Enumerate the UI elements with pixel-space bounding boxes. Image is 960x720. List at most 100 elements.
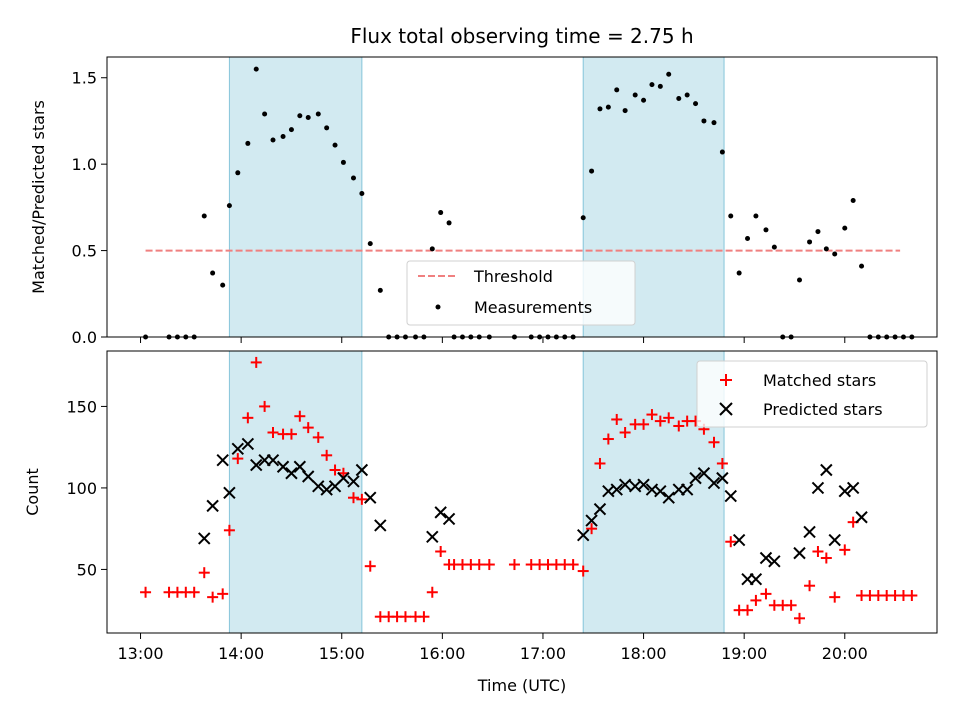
measurement-point [719,149,725,155]
measurement-point [262,111,268,117]
predicted-star-point [241,437,255,451]
matched-star-point [611,413,623,425]
y-tick-label: 100 [66,479,97,498]
observing-window-shade [228,56,363,338]
measurement-point [807,239,813,245]
matched-star-point [906,590,918,602]
predicted-star-point [434,506,447,519]
matched-star-point [663,412,675,424]
predicted-star-point [662,491,675,504]
predicted-star-point [302,470,315,483]
matched-star-point [829,591,841,603]
matched-star-point [426,586,438,598]
predicted-star-point [320,483,333,496]
matched-star-point [567,559,579,571]
measurement-point [297,113,303,119]
measurement-point [280,134,286,140]
matched-star-point [602,433,614,445]
predicted-star-point [637,478,650,491]
predicted-star-point [442,512,456,526]
predicted-star-point [846,481,860,495]
predicted-star-point [276,460,290,473]
predicted-star-point [793,546,806,560]
measurement-point [753,213,759,219]
matched-star-point [646,409,658,421]
predicted-star-point [198,532,211,545]
matched-star-point [820,552,832,564]
measurement-point [429,246,435,252]
measurement-point [377,287,383,293]
y-tick-label: 1.0 [72,155,97,174]
matched-star-point [321,449,333,461]
measurement-point [253,66,259,72]
measurement-point [446,220,452,226]
measurement-point [666,71,672,77]
top-legend: Threshold Measurements [406,260,636,326]
predicted-star-point [374,519,387,532]
measurement-point [736,270,742,276]
matched-star-point [217,588,229,600]
predicted-star-point [426,530,439,544]
bottom-x-ticks: 13:00 14:00 15:00 16:00 17:00 18:00 19:00 20:00 [117,633,868,663]
measurement-point [324,125,330,131]
predicted-star-point [707,476,721,490]
measurement-point [305,114,311,120]
matched-star-point [198,567,210,579]
matched-star-point [418,611,430,623]
matched-star-point [586,523,598,535]
measurement-point [701,118,707,124]
measurement-point [632,92,638,98]
predicted-star-point [610,483,623,496]
measurement-point [605,104,611,110]
matched-star-point [312,431,324,443]
measurement-point [832,251,838,257]
matched-star-point [725,536,737,548]
measurement-point [597,106,603,112]
matched-star-point [594,457,606,469]
matched-star-point [508,559,520,571]
matched-star-point [242,412,254,424]
matched-star-point [232,453,244,465]
matched-star-point [329,464,341,476]
predicted-legend-label: Predicted stars [763,400,883,419]
matched-star-point [673,420,685,432]
matched-star-point [140,586,152,598]
matched-star-point [207,591,219,603]
predicted-star-point [680,483,694,496]
matched-star-point [294,410,306,422]
measurements-legend-swatch [435,304,441,310]
predicted-star-point [697,467,711,480]
matched-star-point [785,599,797,611]
matched-star-point [619,427,631,439]
predicted-star-point [828,533,841,547]
matched-star-point [794,612,806,624]
matched-star-point [302,422,314,434]
predicted-star-point [266,454,280,467]
x-tick-label: 18:00 [621,644,667,663]
measurement-point [649,82,655,88]
matched-star-point [577,565,589,577]
measurement-point [340,159,346,165]
measurement-point [657,83,663,89]
predicted-star-point [689,471,702,485]
predicted-star-point [838,484,851,498]
measurement-point [684,92,690,98]
threshold-legend-label: Threshold [473,267,553,286]
predicted-legend-swatch [719,402,733,416]
y-tick-label: 50 [77,560,97,579]
matched-star-point [839,544,851,556]
measurement-point [201,213,207,219]
predicted-star-point [654,484,667,498]
measurement-point [245,140,251,146]
measurement-point [288,127,294,133]
predicted-star-point [803,525,816,539]
predicted-star-point [716,471,729,485]
matched-star-point [250,356,262,368]
top-y-axis-label: Matched/Predicted stars [29,100,48,294]
predicted-star-point [855,511,868,524]
predicted-star-point [759,551,773,565]
matched-star-point [473,559,485,571]
y-tick-label: 1.5 [72,69,97,88]
